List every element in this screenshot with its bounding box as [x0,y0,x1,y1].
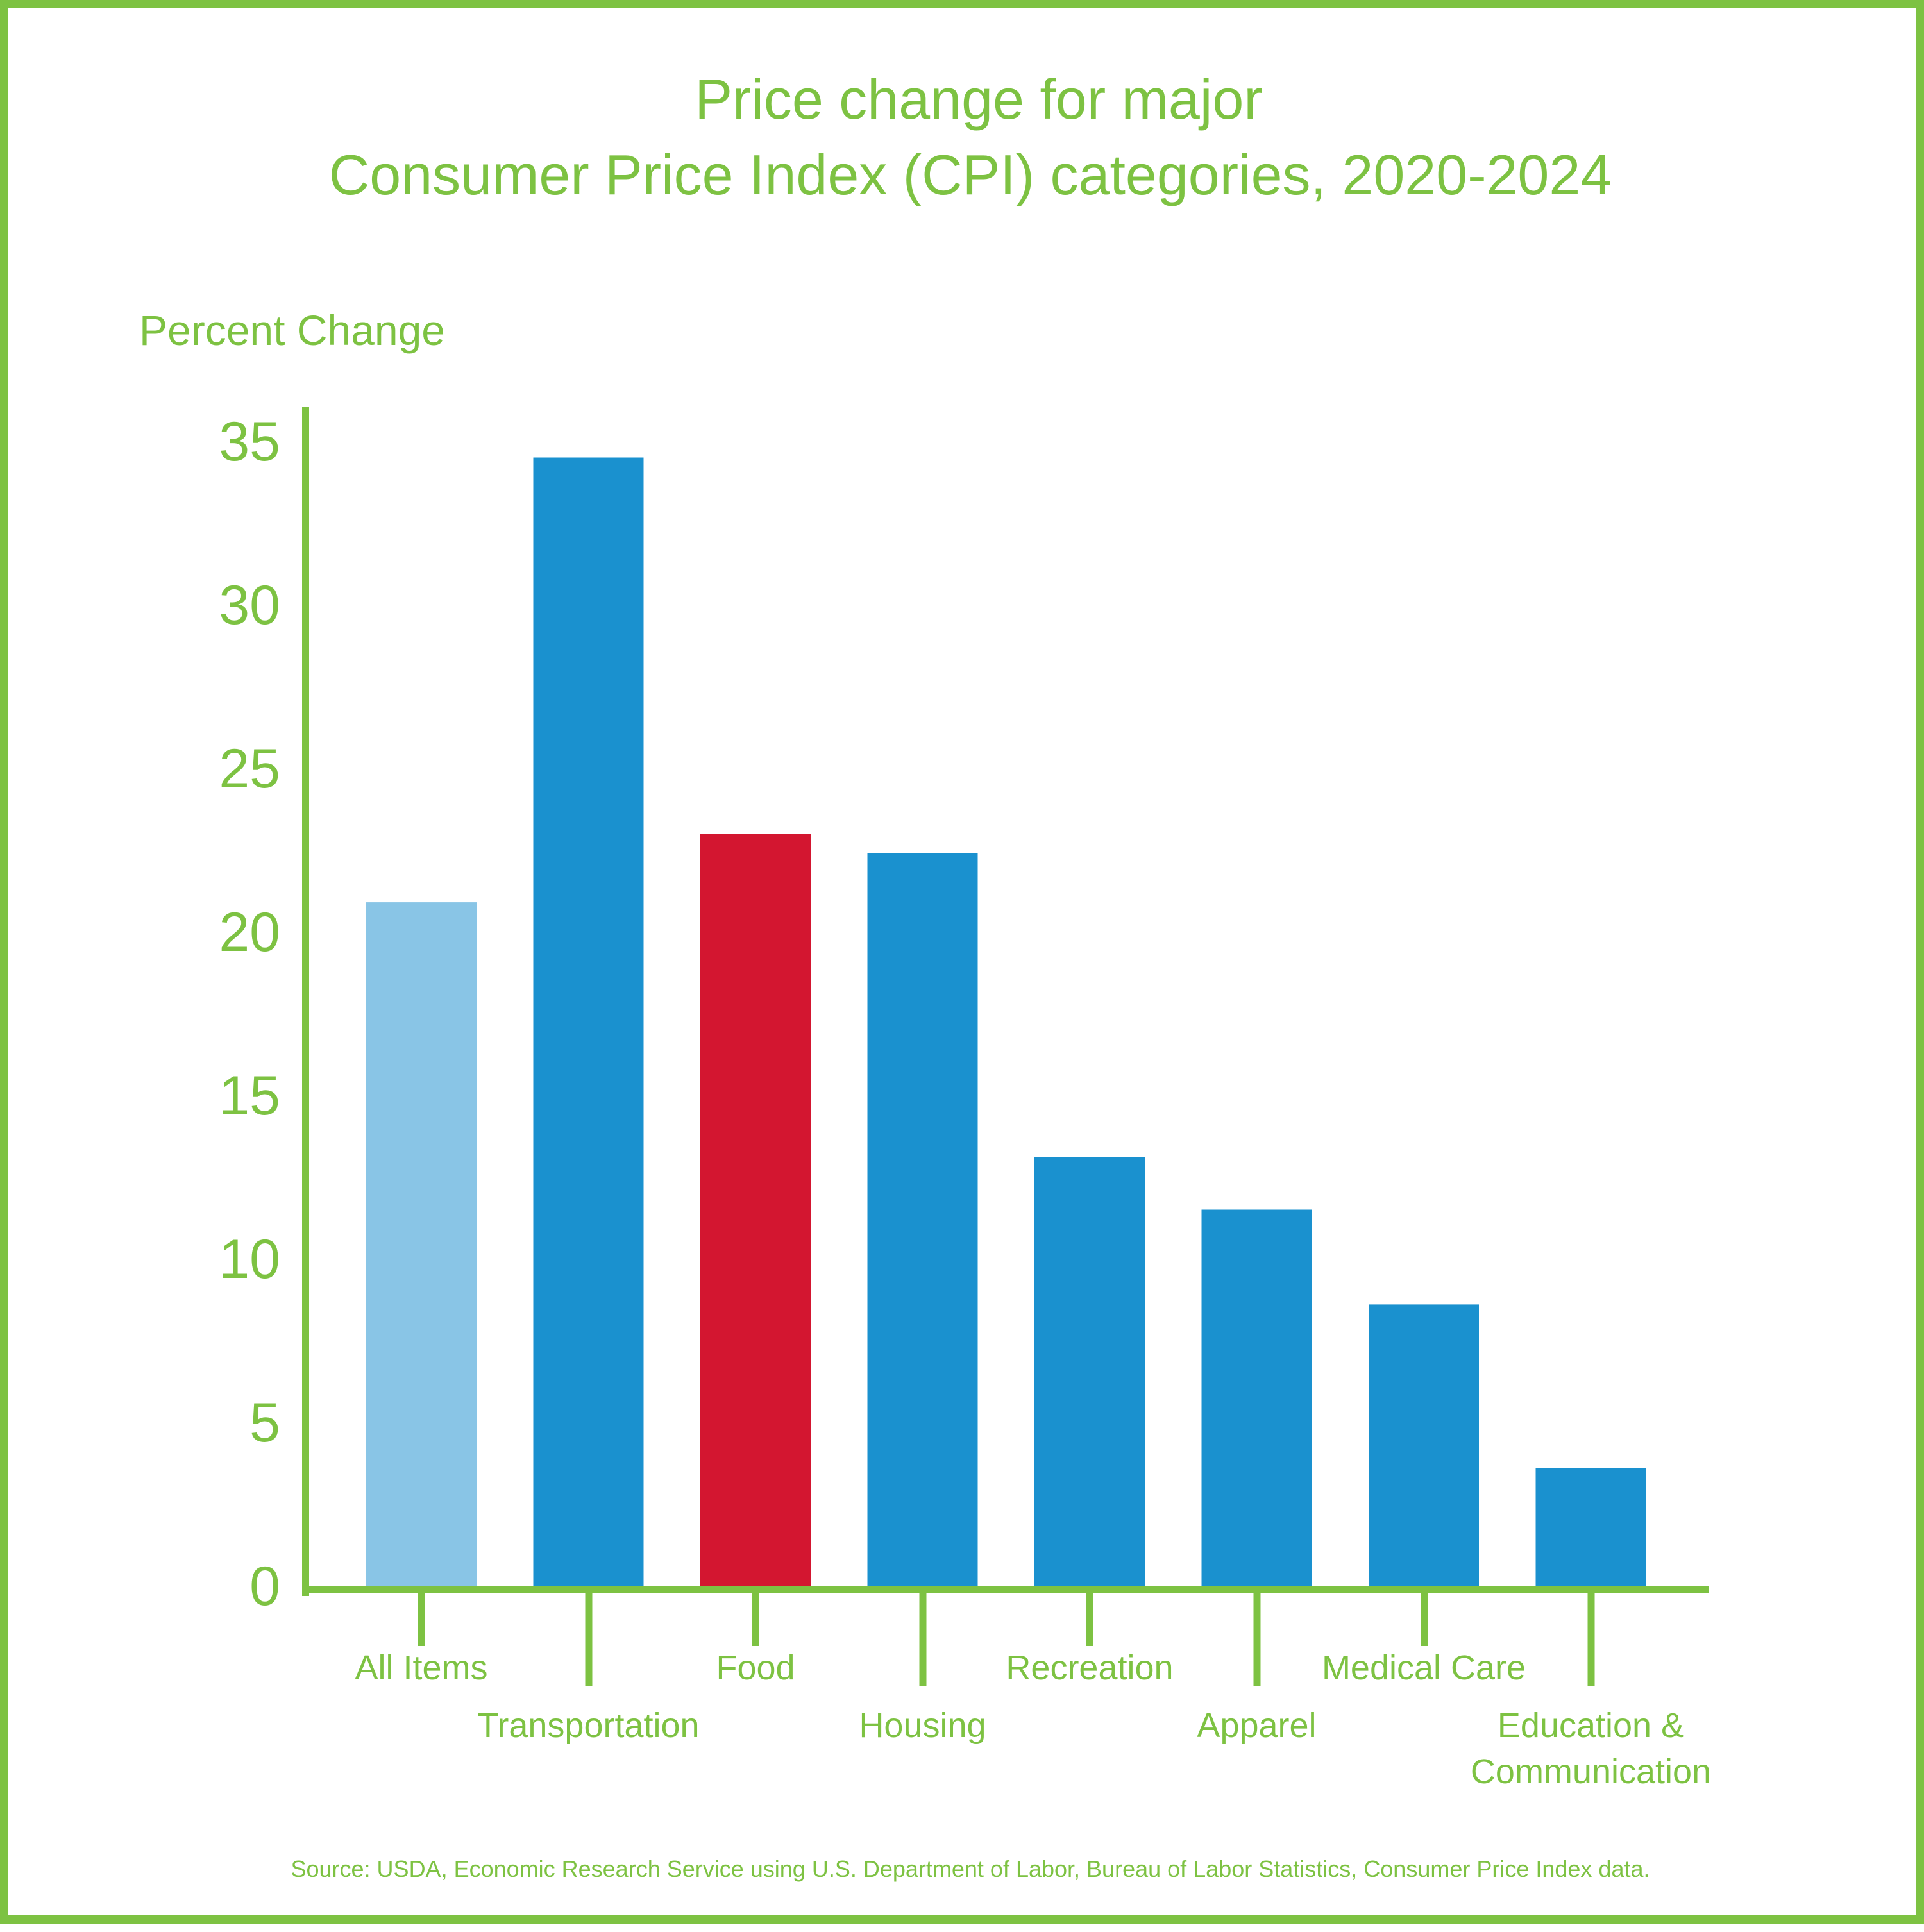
source-note: Source: USDA, Economic Research Service … [291,1856,1650,1882]
y-tick-label-20: 20 [219,902,280,963]
y-tick-label-35: 35 [219,411,280,473]
y-tick-label-5: 5 [249,1392,280,1454]
x-category-label-0: All Items [355,1649,487,1687]
x-tick-mark-6 [1421,1593,1428,1646]
x-tick-mark-1 [585,1593,593,1686]
x-tick-mark-4 [1086,1593,1093,1646]
bars [366,457,1646,1586]
chart-title-line-2: Consumer Price Index (CPI) categories, 2… [329,143,1612,206]
y-tick-label-15: 15 [219,1065,280,1127]
bar-2 [700,834,811,1586]
x-category-label-1: Transportation [477,1706,699,1745]
x-category-label-5: Apparel [1197,1706,1316,1745]
bar-5 [1201,1209,1312,1586]
x-tick-mark-7 [1587,1593,1595,1686]
x-tick-mark-3 [919,1593,927,1686]
bar-6 [1369,1304,1479,1586]
x-category-label-6: Medical Care [1322,1649,1526,1687]
x-category-label-4: Recreation [1006,1649,1173,1687]
x-category-label-2: Food [716,1649,795,1687]
x-category-label-3: Housing [859,1706,986,1745]
bar-1 [533,457,644,1586]
bar-0 [366,902,477,1586]
x-tick-marks [418,1593,1595,1686]
bar-3 [867,853,978,1586]
x-tick-mark-5 [1253,1593,1261,1686]
x-tick-mark-0 [418,1593,425,1646]
x-category-labels: All Items Transportation Food Housing Recrea… [355,1649,1711,1791]
x-axis-line [302,1586,1709,1593]
y-tick-label-0: 0 [249,1556,280,1617]
y-tick-label-30: 30 [219,575,280,636]
x-category-label-7-line-2: Communication [1471,1752,1711,1791]
bar-7 [1535,1468,1646,1586]
bar-chart: Price change for major Consumer Price In… [139,67,1711,1882]
bar-4 [1034,1157,1145,1586]
y-axis-line [302,407,309,1596]
chart-title: Price change for major Consumer Price In… [329,67,1612,206]
chart-title-line-1: Price change for major [695,67,1262,131]
x-category-label-7-line-1: Education & [1498,1706,1684,1745]
x-tick-mark-2 [752,1593,759,1646]
y-tick-labels: 0 5 10 15 20 25 30 35 [219,411,280,1617]
y-tick-label-10: 10 [219,1229,280,1290]
y-axis-label: Percent Change [139,307,445,354]
y-tick-label-25: 25 [219,738,280,800]
